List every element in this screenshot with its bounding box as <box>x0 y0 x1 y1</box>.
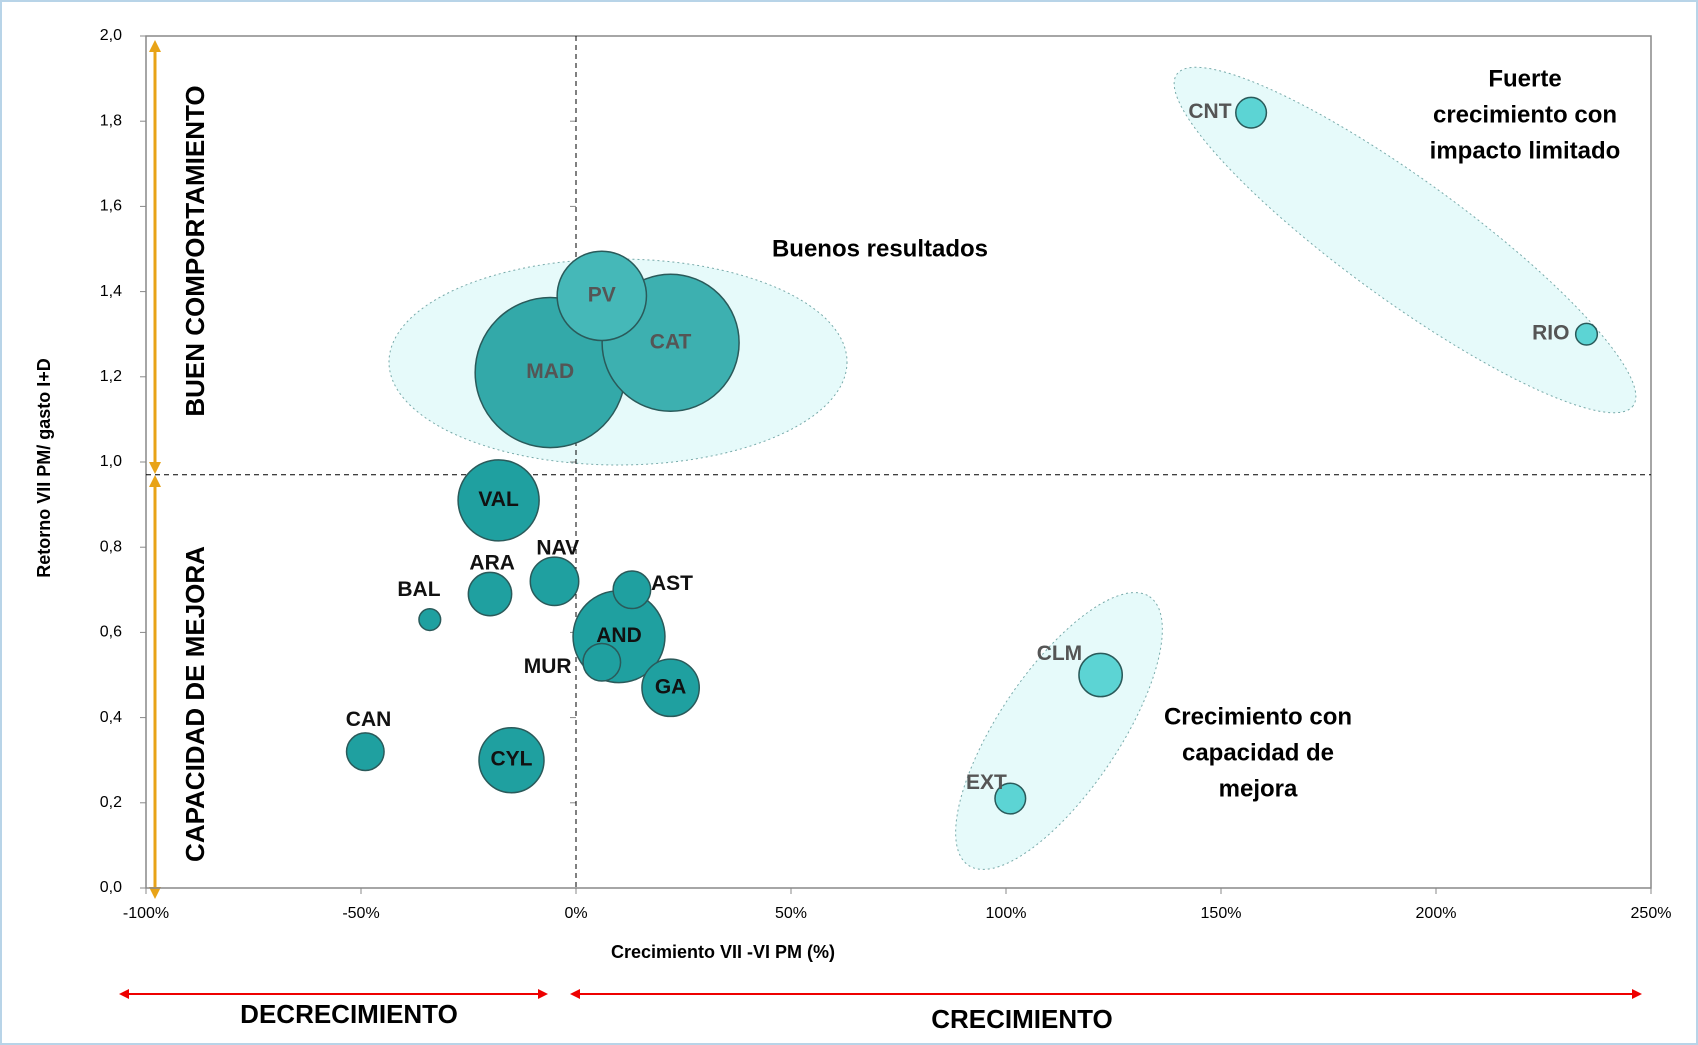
annotation: Buenos resultados <box>772 235 988 262</box>
x-tick-label: 0% <box>564 905 587 922</box>
bubble <box>1078 652 1124 698</box>
x-tick-label: 150% <box>1201 905 1242 922</box>
bubble <box>529 556 580 607</box>
bubble-label: CLM <box>1037 642 1083 665</box>
bubble-label: VAL <box>478 488 519 511</box>
bubble <box>641 658 701 718</box>
y-tick-label: 0,4 <box>100 709 122 726</box>
bubble <box>994 782 1027 815</box>
y-tick-label: 1,2 <box>100 368 122 385</box>
annotation: mejora <box>1219 775 1298 802</box>
bubble <box>1235 96 1268 129</box>
y-tick-label: 0,0 <box>100 879 122 896</box>
bubble-label: BAL <box>397 578 440 601</box>
x-tick-label: 100% <box>986 905 1027 922</box>
bubble <box>345 732 385 772</box>
x-tick-label: 250% <box>1631 905 1672 922</box>
bubble <box>612 570 652 610</box>
bubble <box>467 571 513 617</box>
bubble-label: CYL <box>491 748 533 771</box>
annotation: Crecimiento con <box>1164 703 1352 730</box>
x-axis-title: Crecimiento VII -VI PM (%) <box>611 942 835 962</box>
bubble-label: GA <box>655 675 687 698</box>
bubble-label: ARA <box>469 551 515 574</box>
bubble-label: MAD <box>526 360 574 383</box>
x-tick-label: -100% <box>123 905 169 922</box>
y-tick-label: 1,0 <box>100 453 122 470</box>
annotation: Fuerte <box>1488 65 1561 92</box>
bubble-label: MUR <box>524 655 572 678</box>
bubble-label: AND <box>596 624 642 647</box>
bubble-label: CNT <box>1188 100 1231 123</box>
bubble <box>1574 322 1599 346</box>
y-tick-label: 2,0 <box>100 27 122 44</box>
bottom-label: CRECIMIENTO <box>931 1004 1113 1034</box>
y-tick-label: 1,8 <box>100 112 122 129</box>
bubble <box>478 726 545 794</box>
y-tick-label: 0,2 <box>100 794 122 811</box>
x-tick-label: 200% <box>1416 905 1457 922</box>
x-tick-label: 50% <box>775 905 807 922</box>
y-axis-title: Retorno VII PM/ gasto I+D <box>34 358 54 578</box>
bubble-label: RIO <box>1532 322 1569 345</box>
quadrant-label: CAPACIDAD DE MEJORA <box>180 546 210 862</box>
y-tick-label: 0,6 <box>100 624 122 641</box>
annotation: crecimiento con <box>1433 101 1617 128</box>
bubble <box>418 608 442 632</box>
group-ellipse <box>1173 66 1637 414</box>
y-tick-label: 1,6 <box>100 198 122 215</box>
bubble-label: CAN <box>346 708 392 731</box>
quadrant-label: BUEN COMPORTAMIENTO <box>180 85 210 416</box>
x-tick-label: -50% <box>342 905 379 922</box>
bubble <box>582 642 622 682</box>
bubble-label: EXT <box>966 771 1007 794</box>
y-tick-label: 1,4 <box>100 283 122 300</box>
bubble <box>556 250 648 342</box>
y-tick-label: 0,8 <box>100 538 122 555</box>
annotation: capacidad de <box>1182 739 1334 766</box>
bubble-label: NAV <box>536 536 579 559</box>
bubble-label: CAT <box>650 330 692 353</box>
bubble <box>457 459 540 542</box>
bubble-label: AST <box>651 572 693 595</box>
bottom-label: DECRECIMIENTO <box>240 999 458 1029</box>
bubble-label: PV <box>588 283 616 306</box>
annotation: impacto limitado <box>1430 137 1621 164</box>
